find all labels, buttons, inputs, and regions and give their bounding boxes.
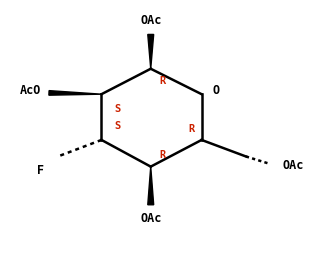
- Text: OAc: OAc: [282, 159, 304, 172]
- Polygon shape: [148, 167, 154, 205]
- Text: OAc: OAc: [140, 212, 162, 225]
- Text: R: R: [189, 124, 195, 134]
- Text: O: O: [213, 84, 220, 97]
- Text: OAc: OAc: [140, 14, 162, 27]
- Text: S: S: [115, 121, 121, 131]
- Text: AcO: AcO: [20, 84, 41, 97]
- Text: R: R: [159, 76, 166, 86]
- Text: R: R: [159, 150, 166, 160]
- Polygon shape: [148, 34, 154, 69]
- Polygon shape: [49, 91, 102, 95]
- Text: F: F: [36, 164, 44, 177]
- Text: S: S: [115, 104, 121, 114]
